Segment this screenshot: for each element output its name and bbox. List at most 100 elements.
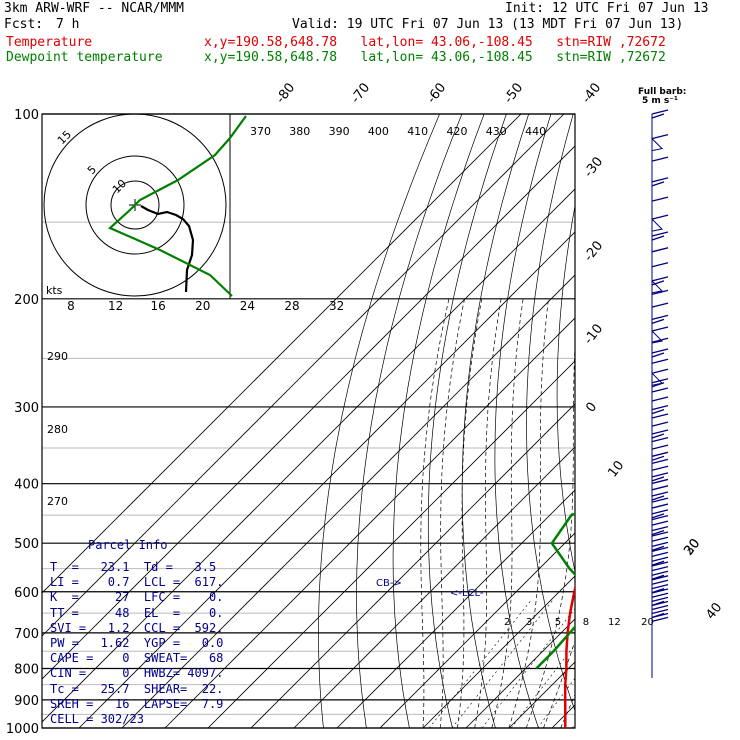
barb-flag: [651, 196, 669, 202]
isotherm: [681, 114, 740, 728]
barb-flag: [651, 444, 669, 450]
isotherm: [42, 114, 522, 594]
barb-flag: [651, 358, 669, 364]
barb-flag: [651, 478, 669, 485]
parcel-row: CIN = 0 HWBZ= 4097.: [50, 666, 224, 681]
barb-pennant: [651, 371, 664, 386]
wind-barb: [651, 378, 669, 388]
pressure-label: 600: [14, 586, 39, 601]
barb-flag: [651, 531, 669, 537]
barb-flag: [651, 177, 669, 183]
temperature-legend-label: Temperature: [6, 35, 93, 50]
moist-adiabat: [578, 299, 707, 728]
barb-flag: [651, 289, 669, 295]
hodograph-units: kts: [46, 284, 63, 297]
barb-flag: [651, 608, 669, 615]
mixing-ratio-label: 2: [504, 617, 510, 628]
barb-flag: [651, 156, 669, 162]
barb-flag: [651, 352, 665, 358]
wind-barb: [651, 514, 669, 521]
diagram-grid: [42, 114, 740, 728]
barb-flag: [651, 566, 669, 572]
barb-flag: [651, 133, 669, 140]
moist-adiabat: [612, 299, 740, 728]
mixing-ratio-label: 20: [641, 617, 654, 628]
barb-flag: [651, 546, 669, 553]
wind-barb: [651, 546, 669, 553]
barb-flag: [651, 413, 669, 419]
barb-flag: [651, 574, 665, 580]
isotherm: [121, 274, 575, 728]
theta-label: 440: [525, 125, 546, 138]
isotherm-label: -20: [581, 238, 606, 264]
barb-flag: [651, 584, 669, 590]
pressure-label: 900: [14, 694, 39, 709]
barb-flag: [651, 545, 665, 551]
wind-barb: [651, 616, 669, 622]
isotherm-label: 30: [681, 536, 703, 558]
parcel-row: PW = 1.62 YGP = 0.0: [50, 636, 224, 650]
barb-flag: [651, 536, 669, 542]
barb-flag: [651, 337, 669, 343]
barb-flag: [651, 485, 669, 491]
dry-adiabat: [392, 114, 485, 728]
barb-flag: [651, 235, 665, 241]
barb-flag: [651, 592, 669, 598]
isotherm: [78, 231, 575, 728]
mixing-ratio-label: 8: [583, 617, 589, 628]
wind-barb: [651, 231, 669, 241]
isotherm-label: 0: [583, 400, 600, 416]
barb-caption-unit: 5 m s⁻¹: [642, 96, 678, 106]
wind-barb: [651, 368, 669, 386]
dry-adiabat: [643, 114, 740, 728]
forecast-hour: 7 h: [56, 17, 80, 32]
dewpoint-line-upper: [107, 115, 247, 297]
forecast-label: Fcst:: [4, 17, 44, 32]
wind-barb: [651, 358, 669, 364]
dewpoint-location: x,y=190.58,648.78 lat,lon= 43.06,-108.45…: [204, 50, 666, 65]
wind-barb: [651, 396, 669, 402]
wind-barb: [651, 451, 669, 461]
wind-barb: [651, 604, 669, 611]
hodograph-ring-label: 15: [55, 128, 74, 147]
wind-barb: [651, 588, 669, 594]
dry-adiabat: [356, 114, 463, 728]
mixing-ratio-label: 5: [555, 617, 561, 628]
speed-scale-label: 8: [67, 299, 75, 313]
wind-barb: [651, 551, 669, 557]
wind-barb: [651, 421, 669, 427]
parcel-info-panel: Parcel Info T = 23.1 Td = 3.5 LI = 0.7 L…: [44, 538, 240, 726]
barb-flag: [651, 476, 665, 482]
parcel-marker-lcl: <-LCL-: [450, 588, 484, 599]
barb-flag: [651, 497, 669, 503]
barb-flag: [651, 113, 665, 119]
wind-barb: [651, 600, 669, 607]
init-time: Init: 12 UTC Fri 07 Jun 13: [505, 1, 709, 16]
wind-barb: [651, 570, 669, 580]
mixing-ratio-label: 12: [608, 617, 621, 628]
barb-pennant: [651, 279, 664, 294]
wind-barb: [651, 497, 669, 503]
barb-flag: [651, 509, 669, 515]
wind-barb: [651, 520, 669, 526]
isotherm-label: -80: [273, 80, 298, 106]
dry-adiabat: [670, 114, 740, 728]
speed-scale-label: 28: [284, 299, 299, 313]
isotherm: [164, 317, 575, 728]
wind-barb: [651, 579, 669, 585]
wind-barb: [651, 337, 669, 343]
wind-barb: [651, 491, 669, 501]
isotherm: [42, 114, 565, 637]
parcel-row: SVI = 1.2 CCL = 592.: [50, 620, 224, 635]
moist-adiabat: [491, 298, 524, 728]
isotherm: [42, 145, 575, 680]
wind-barb: [651, 444, 669, 450]
theta-label: 430: [486, 125, 507, 138]
parcel-row: LI = 0.7 LCL = 617.: [50, 575, 224, 590]
wind-barb: [651, 413, 669, 419]
temperature-line: [563, 584, 575, 728]
parcel-row: Tc = 25.7 SHEAR= 22.: [50, 681, 224, 696]
isotherm: [551, 704, 575, 728]
barb-flag: [651, 491, 669, 497]
wind-barb: [651, 485, 669, 491]
